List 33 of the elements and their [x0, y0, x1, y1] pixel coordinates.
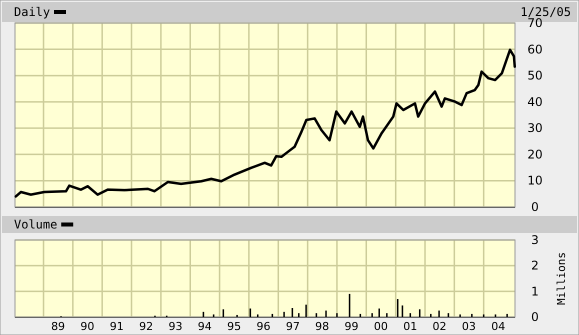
x-tick-label: 90	[80, 320, 94, 333]
x-tick-label: 04	[491, 320, 506, 333]
y-tick-label: 2	[531, 258, 539, 273]
text: 1/25/05	[520, 5, 571, 19]
x-tick-label: 01	[403, 320, 418, 333]
y-tick-label: 40	[527, 94, 543, 109]
y-tick-label: 30	[527, 121, 543, 136]
x-tick-label: 91	[110, 320, 124, 333]
x-tick-label: 03	[462, 320, 476, 333]
x-tick-label: 94	[198, 320, 212, 333]
x-tick-label: 02	[432, 320, 447, 333]
x-tick-label: 96	[256, 320, 271, 333]
x-tick-label: 92	[139, 320, 154, 333]
y-tick-label: 0	[531, 200, 539, 214]
y-axis-title: Millions	[555, 252, 568, 305]
y-tick-label: 20	[527, 147, 543, 162]
y-tick-label: 1	[531, 284, 539, 298]
x-tick-label: 00	[374, 320, 388, 333]
x-tick-label: 97	[286, 320, 300, 333]
line-series	[14, 48, 516, 198]
legend-label: Volume	[14, 218, 58, 232]
x-tick-label: 98	[315, 320, 330, 333]
y-tick-label: 3	[531, 233, 539, 247]
y-tick-label: 0	[531, 310, 539, 324]
y-tick-label: 50	[527, 68, 543, 83]
x-tick-label: 99	[344, 320, 358, 333]
y-tick-label: 10	[527, 174, 543, 188]
legend-label: Daily	[14, 5, 50, 19]
y-tick-label: 70	[527, 16, 543, 30]
x-tick-label: 95	[227, 320, 242, 333]
x-tick-label: 93	[168, 320, 182, 333]
x-tick-label: 89	[51, 320, 66, 333]
y-tick-label: 60	[527, 42, 543, 56]
